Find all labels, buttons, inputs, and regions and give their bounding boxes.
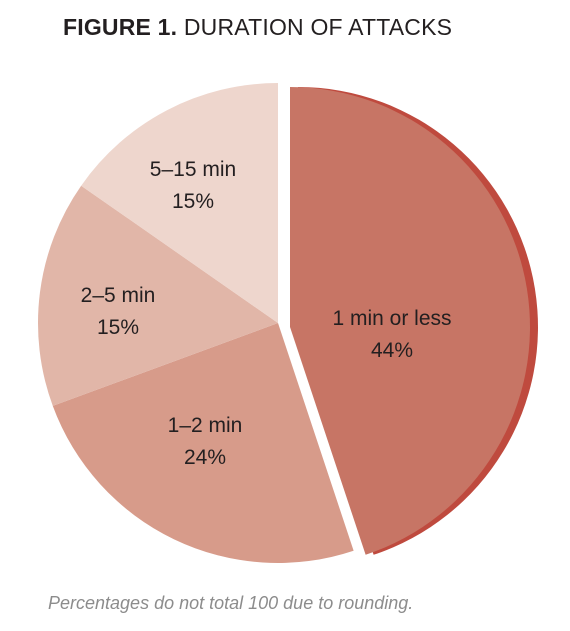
slice-value-1: 44% xyxy=(371,339,413,362)
figure-title: FIGURE 1. DURATION OF ATTACKS xyxy=(63,12,452,42)
pie-slice-4 xyxy=(81,83,278,323)
pie-labels: 1 min or less 44% 1–2 min 24% 2–5 min 15% 5–15… xyxy=(81,158,452,469)
slice-value-3: 15% xyxy=(97,316,139,339)
slice-label-3: 2–5 min xyxy=(81,284,156,307)
pie-slices xyxy=(38,83,538,563)
slice-value-4: 15% xyxy=(172,190,214,213)
figure-number: FIGURE 1. xyxy=(63,14,178,40)
slice-label-1: 1 min or less xyxy=(332,307,451,330)
pie-slice-3 xyxy=(38,185,279,406)
pie-slice-1 xyxy=(290,87,530,555)
figure-title-text: DURATION OF ATTACKS xyxy=(183,14,453,40)
figure-note: Percentages do not total 100 due to roun… xyxy=(48,593,414,613)
slice-value-2: 24% xyxy=(184,446,226,469)
pie-slice-2 xyxy=(52,323,354,563)
slice-label-2: 1–2 min xyxy=(168,414,243,437)
slice-label-4: 5–15 min xyxy=(150,158,236,181)
